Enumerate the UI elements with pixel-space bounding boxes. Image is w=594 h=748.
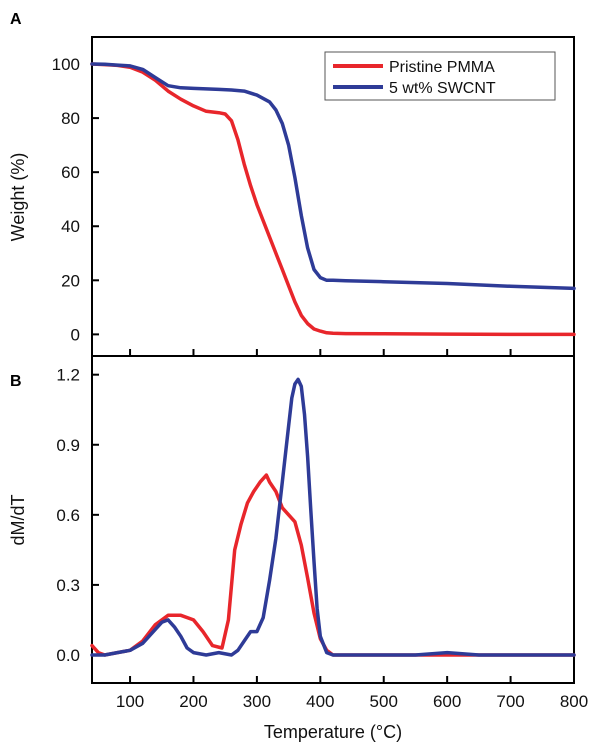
panel-a-letter: A xyxy=(10,11,22,28)
panel-b-letter: B xyxy=(10,373,22,390)
panel-b-y-tick-label: 0.0 xyxy=(56,646,80,665)
panel-a-y-tick-label: 100 xyxy=(52,55,80,74)
x-tick-label: 800 xyxy=(560,692,588,711)
legend-label-pristine-pmma: Pristine PMMA xyxy=(389,59,495,76)
x-tick-label: 300 xyxy=(243,692,271,711)
x-tick-label: 700 xyxy=(496,692,524,711)
panel-a-y-tick-label: 80 xyxy=(61,109,80,128)
panel-a-y-tick-label: 20 xyxy=(61,271,80,290)
panel-b: B 0.0 0.3 0.6 0.9 1.2 100 200 300 400 500 600 700 80… xyxy=(8,355,588,742)
legend-box xyxy=(324,51,556,101)
x-tick-label: 100 xyxy=(116,692,144,711)
panel-a-y-tick-label: 0 xyxy=(71,325,80,344)
panel-b-y-tick-label: 0.9 xyxy=(56,436,80,455)
panel-b-series-5wt-swcnt xyxy=(90,377,576,657)
panel-a-ticks: 0 20 40 60 80 100 xyxy=(52,55,575,356)
panel-a-series xyxy=(90,62,576,337)
panel-b-y-tick-label: 0.6 xyxy=(56,506,80,525)
x-axis-title: Temperature (°C) xyxy=(264,722,402,742)
panel-a: A 0 20 40 60 80 100 Weight (%) Pristine PMMA … xyxy=(8,11,576,357)
x-tick-label: 600 xyxy=(433,692,461,711)
legend-label-5wt-swcnt: 5 wt% SWCNT xyxy=(389,80,496,97)
panel-b-series xyxy=(90,377,576,657)
panel-a-y-tick-label: 60 xyxy=(61,163,80,182)
panel-a-y-tick-label: 40 xyxy=(61,217,80,236)
panel-b-y-axis-title: dM/dT xyxy=(8,494,28,545)
panel-a-series-5wt-swcnt xyxy=(90,62,576,291)
panel-b-series-pristine-pmma xyxy=(90,473,576,657)
x-tick-label: 500 xyxy=(370,692,398,711)
legend: Pristine PMMA 5 wt% SWCNT xyxy=(324,51,556,101)
panel-b-y-tick-label: 1.2 xyxy=(56,366,80,385)
panel-a-y-axis-title: Weight (%) xyxy=(8,153,28,242)
x-tick-label: 400 xyxy=(306,692,334,711)
panel-a-series-pristine-pmma xyxy=(90,62,576,337)
panel-b-frame xyxy=(91,355,575,684)
x-tick-label: 200 xyxy=(179,692,207,711)
panel-b-y-tick-label: 0.3 xyxy=(56,576,80,595)
panel-b-ticks: 0.0 0.3 0.6 0.9 1.2 100 200 300 400 500 600 700 800 xyxy=(56,366,588,711)
